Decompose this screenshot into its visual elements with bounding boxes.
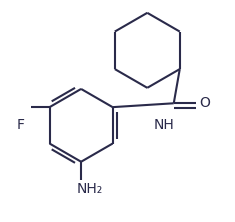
Text: NH: NH: [153, 118, 174, 132]
Text: O: O: [199, 96, 210, 110]
Text: F: F: [17, 118, 25, 132]
Text: NH₂: NH₂: [77, 182, 103, 196]
Text: NH: NH: [153, 118, 174, 132]
Text: NH: NH: [152, 118, 176, 133]
